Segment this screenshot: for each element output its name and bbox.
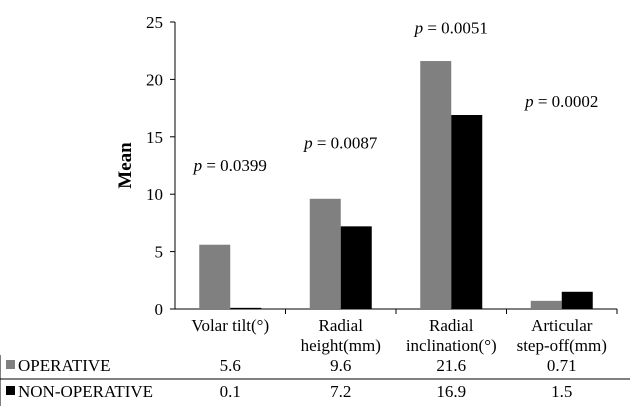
y-axis-title: Mean [115,142,136,189]
y-tick-label: 25 [146,13,163,32]
legend-swatch-non-operative [6,386,15,395]
table-cell-value: 16.9 [436,382,466,401]
bar-non-operative-3 [561,291,593,309]
bar-operative-2 [420,61,452,310]
table-cell-value: 5.6 [220,356,241,375]
bar-operative-3 [530,300,562,309]
data-table: OPERATIVE 5.6 9.6 21.6 0.71 NON-OPERATIVE 0.1 7… [0,355,630,406]
y-tick-label: 5 [155,243,164,262]
table-cell-value: 0.1 [220,382,241,401]
table-cell-value: 9.6 [330,356,351,375]
bar-non-operative-1 [340,226,372,309]
legend-label: NON-OPERATIVE [18,382,153,401]
category-label: Volar tilt(°) [191,316,269,335]
y-tick-label: 15 [146,128,163,147]
bar-operative-0 [199,244,231,309]
legend-swatch-operative [6,360,15,369]
bar-non-operative-2 [451,114,483,309]
table-cell-value: 1.5 [551,382,572,401]
p-value-annotation: p = 0.0399 [193,156,267,175]
table-cell-value: 21.6 [436,356,466,375]
legend-label: OPERATIVE [18,356,111,375]
annotations: p = 0.0399 p = 0.0087 p = 0.0051 p = 0.0002 [193,18,599,175]
bars [199,61,593,310]
y-tick-label: 10 [146,185,163,204]
p-value-annotation: p = 0.0087 [303,133,378,152]
table-cell-value: 0.71 [547,356,577,375]
category-label: Radial height(mm) [301,316,381,355]
x-axis-labels: Volar tilt(°) Radial height(mm) Radial incli… [191,316,607,355]
bar-operative-1 [309,198,341,309]
y-tick-label: 0 [155,300,164,319]
p-value-annotation: p = 0.0051 [414,18,488,37]
y-tick-label: 20 [146,70,163,89]
p-value-annotation: p = 0.0002 [524,92,598,111]
category-label: Radial inclination(°) [406,316,497,355]
category-label: Articular step-off(mm) [517,316,607,355]
bar-non-operative-0 [230,307,262,309]
table-cell-value: 7.2 [330,382,351,401]
